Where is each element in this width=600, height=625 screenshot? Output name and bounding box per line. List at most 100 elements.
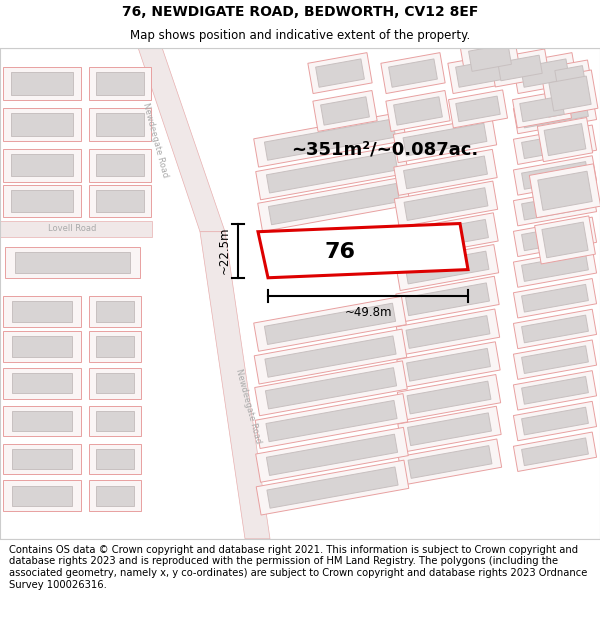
- Polygon shape: [11, 113, 73, 136]
- Polygon shape: [498, 55, 542, 81]
- Polygon shape: [455, 59, 505, 88]
- Polygon shape: [96, 72, 144, 94]
- Text: ~351m²/~0.087ac.: ~351m²/~0.087ac.: [292, 141, 479, 159]
- Polygon shape: [265, 336, 396, 377]
- Polygon shape: [542, 222, 588, 258]
- Polygon shape: [406, 316, 490, 348]
- Polygon shape: [397, 342, 500, 388]
- Polygon shape: [268, 184, 400, 225]
- Polygon shape: [460, 38, 520, 78]
- Text: Newdeegate Road: Newdeegate Road: [140, 101, 169, 178]
- Polygon shape: [256, 460, 409, 515]
- Polygon shape: [521, 408, 589, 435]
- Polygon shape: [12, 373, 72, 393]
- Polygon shape: [514, 156, 596, 195]
- Polygon shape: [404, 156, 487, 189]
- Polygon shape: [521, 346, 589, 374]
- Polygon shape: [514, 217, 596, 256]
- Polygon shape: [258, 177, 410, 231]
- Polygon shape: [521, 100, 589, 128]
- Polygon shape: [521, 162, 589, 189]
- Polygon shape: [404, 219, 488, 252]
- Polygon shape: [89, 108, 151, 141]
- Text: ~49.8m: ~49.8m: [344, 306, 392, 319]
- Polygon shape: [5, 247, 140, 278]
- Polygon shape: [394, 181, 497, 227]
- Polygon shape: [394, 149, 497, 196]
- Polygon shape: [96, 190, 144, 213]
- Polygon shape: [3, 481, 81, 511]
- Polygon shape: [254, 296, 406, 351]
- Polygon shape: [521, 438, 589, 466]
- Polygon shape: [266, 401, 397, 442]
- Polygon shape: [3, 108, 81, 141]
- Polygon shape: [514, 401, 596, 441]
- Polygon shape: [514, 248, 596, 288]
- Polygon shape: [89, 444, 141, 474]
- Polygon shape: [529, 164, 600, 217]
- Polygon shape: [521, 376, 589, 404]
- Polygon shape: [266, 434, 398, 476]
- Polygon shape: [11, 72, 73, 94]
- Polygon shape: [555, 66, 585, 87]
- Polygon shape: [89, 481, 141, 511]
- Polygon shape: [397, 374, 500, 421]
- Polygon shape: [542, 70, 598, 117]
- Polygon shape: [395, 244, 499, 291]
- Polygon shape: [397, 309, 500, 355]
- Polygon shape: [514, 186, 596, 226]
- Polygon shape: [535, 216, 595, 264]
- Polygon shape: [469, 44, 511, 71]
- Polygon shape: [254, 329, 407, 384]
- Polygon shape: [265, 119, 395, 160]
- Polygon shape: [514, 340, 596, 379]
- Text: 76, NEWDIGATE ROAD, BEDWORTH, CV12 8EF: 76, NEWDIGATE ROAD, BEDWORTH, CV12 8EF: [122, 5, 478, 19]
- Text: ~22.5m: ~22.5m: [218, 227, 230, 274]
- Polygon shape: [490, 49, 550, 87]
- Polygon shape: [448, 52, 512, 94]
- Polygon shape: [381, 52, 445, 94]
- Polygon shape: [456, 96, 500, 122]
- Polygon shape: [514, 94, 596, 134]
- Polygon shape: [407, 413, 491, 446]
- Polygon shape: [11, 154, 73, 176]
- Polygon shape: [407, 381, 491, 414]
- Polygon shape: [96, 449, 134, 469]
- Polygon shape: [256, 428, 408, 483]
- Polygon shape: [89, 368, 141, 399]
- Polygon shape: [513, 52, 577, 94]
- Polygon shape: [538, 171, 592, 211]
- Polygon shape: [521, 284, 589, 312]
- Polygon shape: [398, 439, 502, 485]
- Polygon shape: [267, 467, 398, 508]
- Polygon shape: [521, 59, 569, 88]
- Polygon shape: [3, 331, 81, 362]
- Polygon shape: [521, 315, 589, 342]
- Polygon shape: [521, 131, 589, 159]
- Polygon shape: [3, 368, 81, 399]
- Polygon shape: [96, 154, 144, 176]
- Polygon shape: [266, 152, 398, 193]
- Polygon shape: [404, 188, 488, 221]
- Polygon shape: [521, 254, 589, 281]
- Polygon shape: [256, 145, 408, 200]
- Polygon shape: [520, 96, 564, 122]
- Polygon shape: [395, 213, 498, 259]
- Text: Map shows position and indicative extent of the property.: Map shows position and indicative extent…: [130, 29, 470, 42]
- Polygon shape: [514, 279, 596, 318]
- Polygon shape: [265, 303, 395, 344]
- Polygon shape: [12, 449, 72, 469]
- Polygon shape: [89, 331, 141, 362]
- Polygon shape: [89, 67, 151, 100]
- Polygon shape: [3, 406, 81, 436]
- Polygon shape: [407, 348, 490, 381]
- Text: Contains OS data © Crown copyright and database right 2021. This information is : Contains OS data © Crown copyright and d…: [9, 545, 587, 589]
- Polygon shape: [396, 276, 499, 322]
- Polygon shape: [521, 223, 589, 251]
- Polygon shape: [406, 283, 490, 316]
- Polygon shape: [308, 52, 372, 94]
- Polygon shape: [512, 90, 572, 128]
- Polygon shape: [89, 296, 141, 327]
- Polygon shape: [11, 190, 73, 213]
- Text: Newdeegate Road: Newdeegate Road: [233, 368, 262, 444]
